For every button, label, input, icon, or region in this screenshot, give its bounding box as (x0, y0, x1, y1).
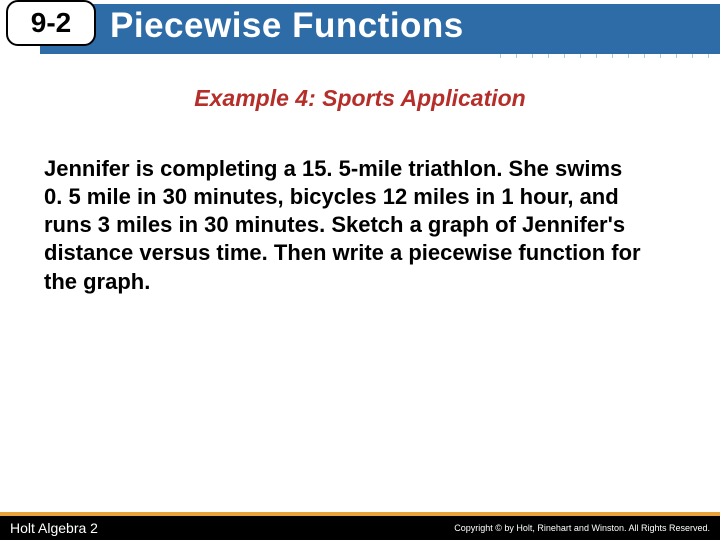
footer-book-title: Holt Algebra 2 (10, 520, 98, 536)
header-bar: 9-2 Piecewise Functions (0, 0, 720, 58)
page-title: Piecewise Functions (110, 6, 464, 46)
section-badge: 9-2 (6, 0, 96, 46)
subtitle: Example 4: Sports Application (0, 85, 720, 112)
footer-bar: Holt Algebra 2 Copyright © by Holt, Rine… (0, 516, 720, 540)
section-number: 9-2 (31, 7, 71, 39)
body-paragraph: Jennifer is completing a 15. 5-mile tria… (44, 155, 644, 296)
footer-copyright: Copyright © by Holt, Rinehart and Winsto… (454, 523, 710, 533)
